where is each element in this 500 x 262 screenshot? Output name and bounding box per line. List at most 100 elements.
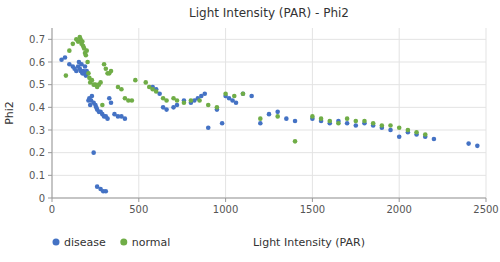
- y-grid-line: [52, 62, 486, 63]
- point: [223, 91, 228, 96]
- point: [98, 80, 103, 85]
- point: [143, 80, 148, 85]
- point: [202, 91, 207, 96]
- y-grid-line: [52, 198, 486, 199]
- legend-marker: [120, 239, 127, 246]
- y-tick: [48, 107, 52, 108]
- point: [67, 48, 72, 53]
- x-tick: [312, 198, 313, 202]
- point: [319, 116, 324, 121]
- point: [241, 91, 246, 96]
- point: [215, 105, 220, 110]
- y-grid-line: [52, 107, 486, 108]
- point: [100, 103, 105, 108]
- point: [109, 101, 114, 106]
- point: [284, 116, 289, 121]
- y-tick-label: 0.1: [29, 170, 45, 181]
- point: [80, 39, 85, 44]
- point: [466, 141, 471, 146]
- series-0: [59, 55, 479, 193]
- point: [182, 101, 187, 106]
- x-tick: [138, 198, 139, 202]
- point: [475, 144, 480, 149]
- x-tick-label: 2000: [386, 204, 411, 215]
- point: [206, 103, 211, 108]
- point: [197, 98, 202, 103]
- point: [388, 128, 393, 133]
- point: [327, 119, 332, 124]
- y-grid-line: [52, 152, 486, 153]
- point: [232, 94, 237, 99]
- point: [249, 94, 254, 99]
- point: [258, 116, 263, 121]
- x-grid-line: [399, 28, 400, 198]
- point: [109, 69, 114, 74]
- x-tick: [399, 198, 400, 202]
- point: [105, 116, 110, 121]
- point: [380, 123, 385, 128]
- point: [354, 123, 359, 128]
- x-tick: [486, 198, 487, 202]
- y-tick-label: 0.5: [29, 79, 45, 90]
- point: [71, 42, 76, 47]
- point: [86, 71, 91, 76]
- point: [310, 114, 315, 119]
- x-grid-line: [312, 28, 313, 198]
- point: [397, 135, 402, 140]
- point: [164, 98, 169, 103]
- legend-label: normal: [132, 236, 171, 249]
- point: [104, 67, 109, 72]
- point: [354, 119, 359, 124]
- point: [388, 123, 393, 128]
- x-tick-label: 2500: [473, 204, 498, 215]
- point: [371, 121, 376, 126]
- point: [64, 73, 69, 78]
- point: [275, 114, 280, 119]
- x-axis-line: [52, 198, 486, 199]
- y-tick-label: 0: [39, 193, 45, 204]
- ticks: 0500100015002000250000.10.20.30.40.50.60…: [29, 34, 499, 215]
- y-grid-line: [52, 39, 486, 40]
- point: [345, 116, 350, 121]
- point: [119, 87, 124, 92]
- point: [189, 98, 194, 103]
- point: [90, 78, 95, 83]
- chart-container: 0500100015002000250000.10.20.30.40.50.60…: [0, 0, 500, 262]
- x-tick-label: 1500: [300, 204, 325, 215]
- point: [123, 116, 128, 121]
- point: [104, 189, 109, 194]
- point: [154, 89, 159, 94]
- point: [84, 48, 89, 53]
- y-grid-line: [52, 130, 486, 131]
- point: [164, 107, 169, 112]
- point: [267, 112, 272, 117]
- point: [345, 121, 350, 126]
- point: [293, 139, 298, 144]
- point: [133, 78, 138, 83]
- x-tick-label: 500: [129, 204, 148, 215]
- x-grid-line: [52, 28, 53, 198]
- y-tick: [48, 84, 52, 85]
- point: [84, 53, 89, 58]
- grid: [52, 28, 486, 198]
- y-tick: [48, 152, 52, 153]
- y-tick: [48, 130, 52, 131]
- point: [83, 64, 88, 69]
- y-tick-label: 0.6: [29, 57, 45, 68]
- y-tick-label: 0.2: [29, 147, 45, 158]
- point: [432, 137, 437, 142]
- point: [336, 121, 341, 126]
- point: [107, 96, 112, 101]
- point: [406, 128, 411, 133]
- point: [234, 101, 239, 106]
- point: [91, 150, 96, 155]
- x-axis-label: Light Intensity (PAR): [253, 236, 365, 249]
- y-tick-label: 0.3: [29, 125, 45, 136]
- point: [175, 103, 180, 108]
- legend-label: disease: [64, 236, 106, 249]
- point: [102, 62, 107, 67]
- point: [85, 71, 90, 76]
- point: [206, 125, 211, 130]
- legend: disease normal: [53, 236, 171, 249]
- y-tick: [48, 39, 52, 40]
